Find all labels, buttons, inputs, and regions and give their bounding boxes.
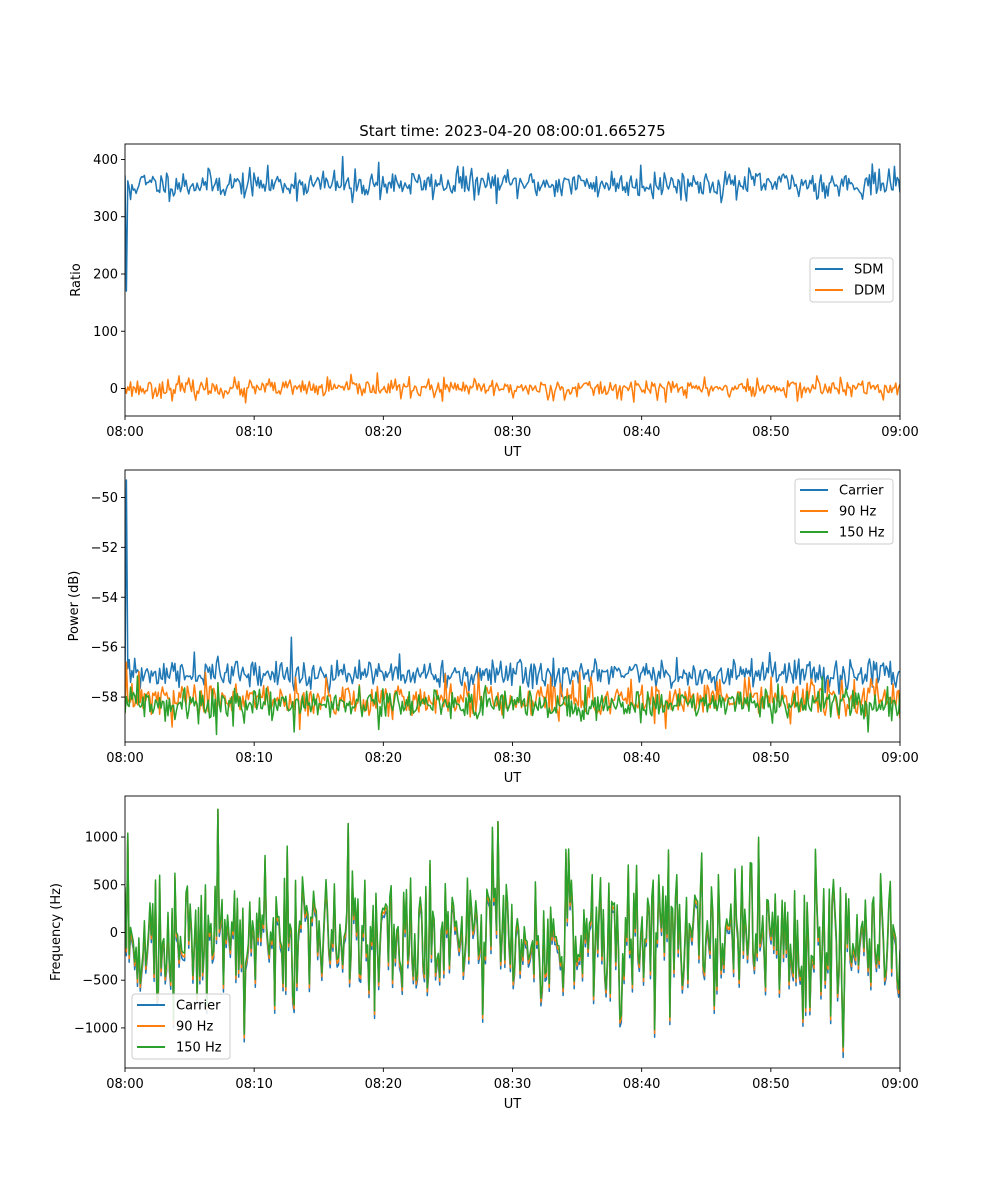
x-axis-label: UT	[504, 1097, 522, 1112]
x-axis-label: UT	[504, 771, 522, 786]
y-tick-label: 400	[93, 153, 118, 168]
x-tick-label: 08:40	[623, 1077, 660, 1092]
y-axis-label: Frequency (Hz)	[49, 883, 64, 981]
legend: SDM DDM	[809, 257, 894, 303]
y-tick-label: −500	[82, 974, 118, 989]
y-tick-label: 200	[93, 267, 118, 282]
x-axis-label: UT	[504, 445, 522, 460]
x-tick-label: 08:10	[235, 425, 272, 440]
x-tick-label: 08:50	[752, 1077, 789, 1092]
y-tick-label: −58	[91, 691, 118, 706]
x-tick-label: 08:00	[106, 1077, 143, 1092]
x-tick-label: 09:00	[881, 425, 918, 440]
x-tick-label: 08:00	[106, 751, 143, 766]
series-line-sdm	[125, 155, 900, 292]
y-tick-label: −1000	[74, 1021, 118, 1036]
x-tick-label: 08:10	[235, 1077, 272, 1092]
y-tick-label: 500	[93, 878, 118, 893]
y-axis-label: Ratio	[69, 263, 84, 296]
legend-label: 150 Hz	[176, 1041, 222, 1056]
y-tick-label: −56	[91, 641, 118, 656]
x-tick-label: 08:20	[365, 1077, 402, 1092]
y-tick-label: 1000	[85, 831, 118, 846]
series-line-carrier	[125, 479, 900, 698]
legend-box	[131, 993, 231, 1060]
figure-title: Start time: 2023-04-20 08:00:01.665275	[359, 122, 665, 140]
x-tick-label: 08:30	[494, 425, 531, 440]
x-tick-label: 09:00	[881, 1077, 918, 1092]
series-group	[125, 479, 900, 736]
x-tick-label: 08:20	[365, 751, 402, 766]
x-tick-label: 08:30	[494, 751, 531, 766]
x-tick-label: 08:40	[623, 425, 660, 440]
chart-panel-1: 08:00 08:10 08:20 08:30 08:40 08:50 09:00 0 100 2…	[69, 143, 919, 460]
chart-panel-3: 08:00 08:10 08:20 08:30 08:40 08:50 09:00 1000 5…	[49, 795, 919, 1112]
x-tick-label: 08:50	[752, 751, 789, 766]
y-tick-label: 0	[110, 382, 118, 397]
y-tick-label: −54	[91, 591, 118, 606]
y-tick-label: 0	[110, 926, 118, 941]
series-group	[125, 155, 900, 404]
series-line-150-hz	[125, 808, 900, 1048]
x-tick-label: 08:30	[494, 1077, 531, 1092]
y-tick-label: 100	[93, 325, 118, 340]
x-tick-label: 08:10	[235, 751, 272, 766]
legend-label: 90 Hz	[839, 505, 876, 520]
y-tick-label: −50	[91, 491, 118, 506]
legend: Carrier 90 Hz 150 Hz	[794, 478, 894, 545]
legend-label: 90 Hz	[176, 1020, 213, 1035]
series-group	[125, 808, 900, 1059]
chart-panel-2: 08:00 08:10 08:20 08:30 08:40 08:50 09:00 −50 −5…	[67, 469, 919, 786]
legend: Carrier 90 Hz 150 Hz	[131, 993, 231, 1060]
x-tick-label: 08:00	[106, 425, 143, 440]
legend-label: Carrier	[839, 484, 884, 499]
legend-label: DDM	[854, 284, 885, 299]
legend-label: 150 Hz	[839, 526, 885, 541]
x-tick-label: 08:20	[365, 425, 402, 440]
x-tick-label: 08:50	[752, 425, 789, 440]
legend-box	[794, 478, 894, 545]
x-tick-label: 08:40	[623, 751, 660, 766]
x-tick-label: 09:00	[881, 751, 918, 766]
y-tick-label: −52	[91, 541, 118, 556]
y-axis-label: Power (dB)	[67, 571, 82, 642]
series-line-150-hz	[125, 675, 900, 736]
legend-label: SDM	[854, 263, 883, 278]
series-line-ddm	[125, 372, 900, 404]
legend-label: Carrier	[176, 999, 221, 1014]
y-tick-label: 300	[93, 210, 118, 225]
